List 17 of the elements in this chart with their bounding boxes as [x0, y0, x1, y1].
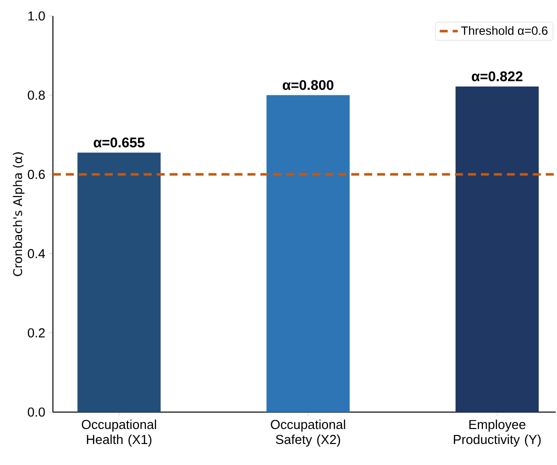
- bar: [456, 86, 539, 412]
- data-label: α=0.822: [472, 71, 522, 82]
- y-tick-label: 0.8: [28, 90, 45, 100]
- x-tick-label: Employee Productivity (Y): [454, 420, 541, 447]
- bar: [266, 95, 350, 412]
- y-tick-label: 0.0: [28, 407, 45, 417]
- y-tick-label: 0.2: [28, 328, 45, 338]
- y-axis-title: Cronbach's Alpha (α): [12, 152, 24, 276]
- x-tick-label: Occupational Safety (X2): [270, 420, 346, 447]
- y-tick-label: 1.0: [28, 11, 45, 21]
- data-label: α=0.655: [94, 138, 145, 148]
- data-label: α=0.800: [282, 80, 334, 90]
- y-tick-label: 0.6: [28, 170, 45, 180]
- legend-label: Threshold α=0.6: [461, 26, 548, 35]
- bar: [77, 152, 161, 412]
- x-tick-label: Occupational Health (X1): [82, 420, 156, 447]
- y-tick-label: 0.4: [28, 249, 45, 258]
